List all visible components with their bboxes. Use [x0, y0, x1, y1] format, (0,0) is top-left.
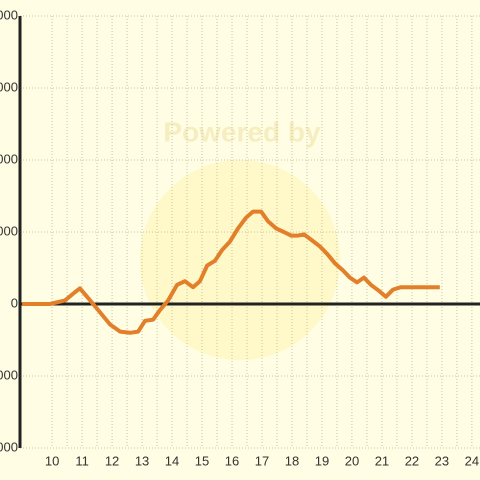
x-tick-label: 22: [405, 453, 419, 468]
y-tick-label: -6,000: [0, 439, 18, 454]
x-tick-label: 15: [195, 453, 209, 468]
y-tick-label: 12,000: [0, 7, 18, 22]
y-tick-label: 0: [11, 295, 18, 310]
x-tick-label: 12: [105, 453, 119, 468]
x-tick-label: 23: [435, 453, 449, 468]
x-tick-label: 18: [285, 453, 299, 468]
y-tick-label: 6,000: [0, 151, 18, 166]
y-tick-label: -3,000: [0, 367, 18, 382]
x-tick-label: 14: [165, 453, 179, 468]
x-tick-label: 24: [465, 453, 479, 468]
x-tick-label: 19: [315, 453, 329, 468]
watermark-logo: [140, 160, 340, 360]
x-tick-label: 10: [45, 453, 59, 468]
x-tick-label: 16: [225, 453, 239, 468]
y-tick-label: 3,000: [0, 223, 18, 238]
x-tick-label: 13: [135, 453, 149, 468]
x-tick-label: 11: [75, 453, 89, 468]
x-tick-label: 17: [255, 453, 269, 468]
line: [22, 209, 440, 335]
y-tick-label: 9,000: [0, 79, 18, 94]
watermark: Powered by: [163, 116, 321, 147]
x-tick-label: 21: [375, 453, 389, 468]
x-tick-label: 20: [345, 453, 359, 468]
